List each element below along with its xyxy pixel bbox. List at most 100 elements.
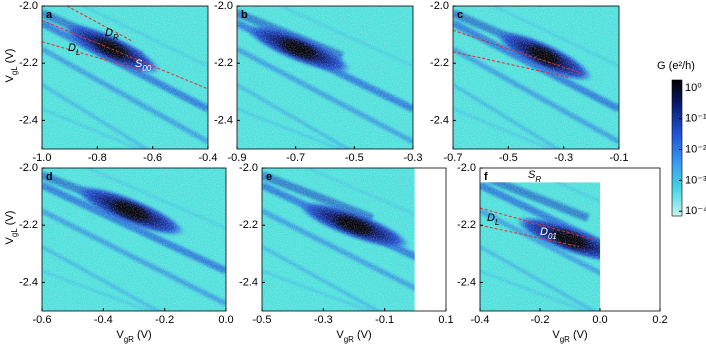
x-tick-label: -0.3 — [314, 314, 333, 326]
label-sub: gR — [344, 335, 354, 344]
x-tick-label: -0.5 — [253, 314, 272, 326]
label-sub: 01 — [548, 232, 557, 241]
label-sub: L — [76, 48, 80, 57]
y-tick-label: -2.2 — [430, 57, 449, 69]
heatmap — [480, 182, 601, 311]
x-tick-label: -0.3 — [404, 152, 423, 164]
x-tick-label: -0.9 — [228, 152, 247, 164]
label-main: D — [487, 212, 495, 224]
x-tick-label: -0.5 — [499, 152, 518, 164]
colorbar-tick-label: 10⁰ — [685, 82, 702, 94]
label-main: D — [68, 42, 76, 54]
label-main: V — [4, 74, 16, 82]
colorbar-label: G (e²/h) — [657, 60, 695, 72]
heatmap-noise — [42, 168, 226, 311]
y-tick-label: -2.2 — [19, 219, 38, 231]
x-tick-label: -0.2 — [155, 314, 174, 326]
y-tick-label: -2.0 — [457, 162, 476, 174]
label-main: V — [552, 329, 560, 341]
dashed-guide — [479, 224, 580, 248]
x-tick-label: 0.2 — [652, 314, 667, 326]
annotation: D01 — [540, 226, 557, 241]
panel-letter: d — [46, 171, 53, 183]
label-main: V — [116, 329, 124, 341]
panel-letter: f — [484, 171, 488, 183]
label-main: S — [135, 58, 143, 70]
heatmap — [453, 6, 619, 149]
dashed-guide — [66, 5, 134, 43]
label-sub: R — [535, 175, 541, 184]
x-tick-label: -1.0 — [33, 152, 52, 164]
label-sub: gL — [10, 228, 19, 237]
annotation: DL — [487, 212, 499, 227]
label-sub: R — [113, 33, 119, 42]
label-sub: gL — [10, 66, 19, 75]
colorbar-tick-label: 10⁻¹ — [685, 113, 706, 125]
x-tick-label: -0.4 — [94, 314, 113, 326]
x-tick-label: -0.5 — [345, 152, 364, 164]
y-axis-label: VgL (V) — [4, 211, 19, 245]
x-tick-label: -0.6 — [33, 314, 52, 326]
dashed-guide — [452, 29, 586, 76]
panel-letter: c — [457, 9, 463, 21]
annotation: DR — [105, 27, 119, 42]
y-tick-label: -2.2 — [457, 219, 476, 231]
x-tick-label: -0.1 — [610, 152, 629, 164]
label-main: V — [4, 236, 16, 244]
x-tick-label: -0.7 — [286, 152, 305, 164]
label-sub: 00 — [142, 64, 151, 73]
label-main: D — [105, 27, 113, 39]
y-tick-label: -2.0 — [19, 162, 38, 174]
plot-frame — [452, 5, 620, 150]
x-axis-label: VgR (V) — [552, 329, 587, 344]
y-tick-label: -2.4 — [239, 276, 258, 288]
panel-letter: b — [241, 9, 248, 21]
colorbar-tick-label: 10⁻⁴ — [685, 205, 706, 217]
colorbar-tick-label: 10⁻³ — [685, 174, 706, 186]
label-unit: (V) — [137, 329, 152, 341]
label-unit: (V) — [4, 49, 16, 64]
label-unit: (V) — [4, 211, 16, 226]
x-tick-label: -0.3 — [554, 152, 573, 164]
heatmap — [237, 6, 413, 149]
heatmap-noise — [42, 6, 208, 149]
label-sub: gR — [124, 335, 134, 344]
x-tick-label: -0.1 — [375, 314, 394, 326]
x-tick-label: 0.0 — [592, 314, 607, 326]
y-tick-label: -2.2 — [239, 219, 258, 231]
y-tick-label: -2.0 — [214, 0, 233, 12]
x-tick-label: -0.6 — [143, 152, 162, 164]
heatmap-noise — [480, 182, 601, 311]
label-main: D — [540, 226, 548, 238]
y-tick-label: -2.2 — [214, 57, 233, 69]
label-sub: L — [495, 218, 499, 227]
x-axis-label: VgR (V) — [336, 329, 371, 344]
heatmap-noise — [237, 6, 413, 149]
colorbar-tick-label: 10⁻² — [685, 143, 706, 155]
panel-letter: a — [46, 9, 53, 21]
panel-letter: e — [266, 171, 272, 183]
annotation: DL — [68, 42, 80, 57]
x-tick-label: -0.4 — [199, 152, 218, 164]
y-tick-label: -2.4 — [430, 114, 449, 126]
y-tick-label: -2.4 — [457, 276, 476, 288]
label-main: V — [336, 329, 344, 341]
plot-frame — [41, 5, 209, 150]
label-unit: (V) — [573, 329, 588, 341]
y-tick-label: -2.4 — [19, 276, 38, 288]
x-tick-label: -0.4 — [471, 314, 490, 326]
y-tick-label: -2.4 — [19, 114, 38, 126]
y-axis-label: VgL (V) — [4, 49, 19, 83]
label-main: S — [528, 169, 536, 181]
annotation: S00 — [135, 58, 152, 73]
plot-frame — [41, 167, 227, 312]
heatmap — [42, 168, 226, 311]
label-unit: (V) — [357, 329, 372, 341]
x-axis-label: VgR (V) — [116, 329, 151, 344]
x-tick-label: -0.8 — [88, 152, 107, 164]
label-sub: gR — [560, 335, 570, 344]
plot-frame — [261, 167, 447, 312]
x-tick-label: 0.1 — [438, 314, 453, 326]
